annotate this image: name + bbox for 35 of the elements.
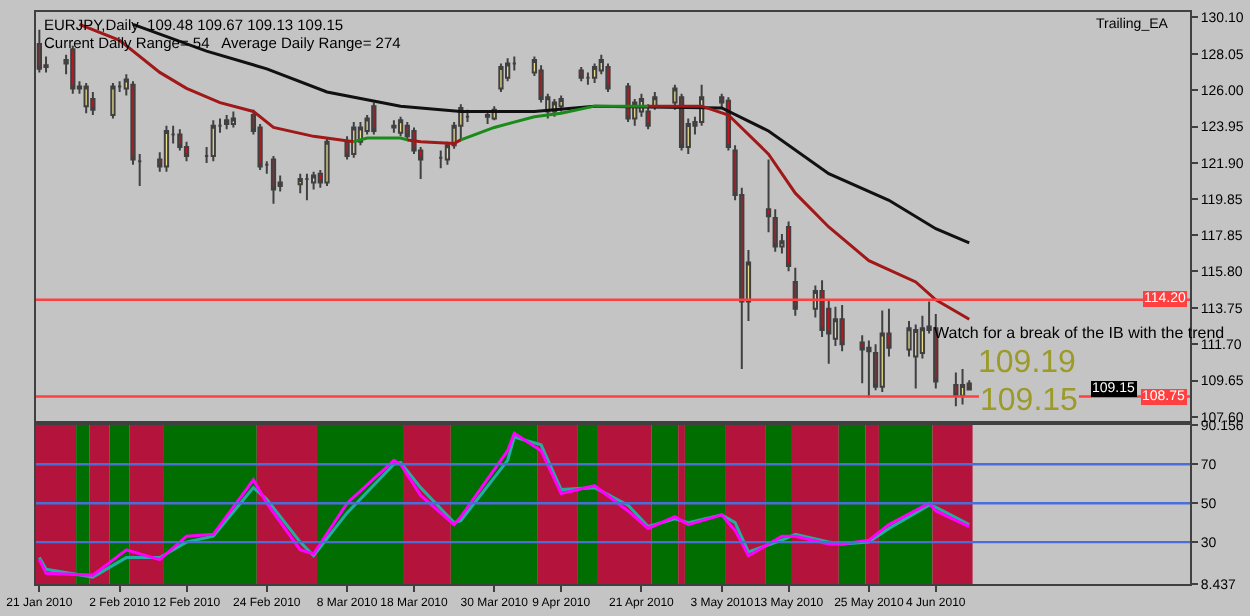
candlestick xyxy=(324,137,330,188)
candlestick xyxy=(866,339,872,399)
annotation: 109.19 xyxy=(978,346,1077,380)
candlestick xyxy=(591,62,598,85)
candlestick xyxy=(230,110,236,129)
candlestick xyxy=(839,304,845,353)
candlestick xyxy=(558,94,564,113)
candlestick xyxy=(110,82,116,120)
candlestick xyxy=(484,110,491,125)
candlestick xyxy=(210,119,216,163)
candlestick xyxy=(785,220,792,273)
candlestick xyxy=(879,309,885,394)
candlestick xyxy=(498,62,504,93)
candlestick xyxy=(458,103,464,141)
candlestick xyxy=(270,154,277,205)
candlestick xyxy=(371,101,377,136)
candlestick xyxy=(224,114,230,131)
candlestick xyxy=(913,323,919,390)
candlestick xyxy=(90,90,96,117)
candlestick xyxy=(578,66,584,83)
candlestick xyxy=(959,368,966,406)
candlestick xyxy=(438,149,444,170)
candlestick xyxy=(83,82,89,115)
candlestick xyxy=(585,71,591,86)
candlestick xyxy=(953,371,959,408)
annotation: 109.15 xyxy=(980,384,1079,418)
candlestick xyxy=(605,62,611,93)
candlestick xyxy=(351,121,357,159)
candlestick xyxy=(163,124,170,173)
candlestick xyxy=(625,82,631,124)
candlestick xyxy=(397,115,404,138)
candlestick xyxy=(297,172,303,195)
candlestick xyxy=(792,266,798,317)
candlestick xyxy=(391,119,397,134)
candlestick xyxy=(304,172,310,202)
